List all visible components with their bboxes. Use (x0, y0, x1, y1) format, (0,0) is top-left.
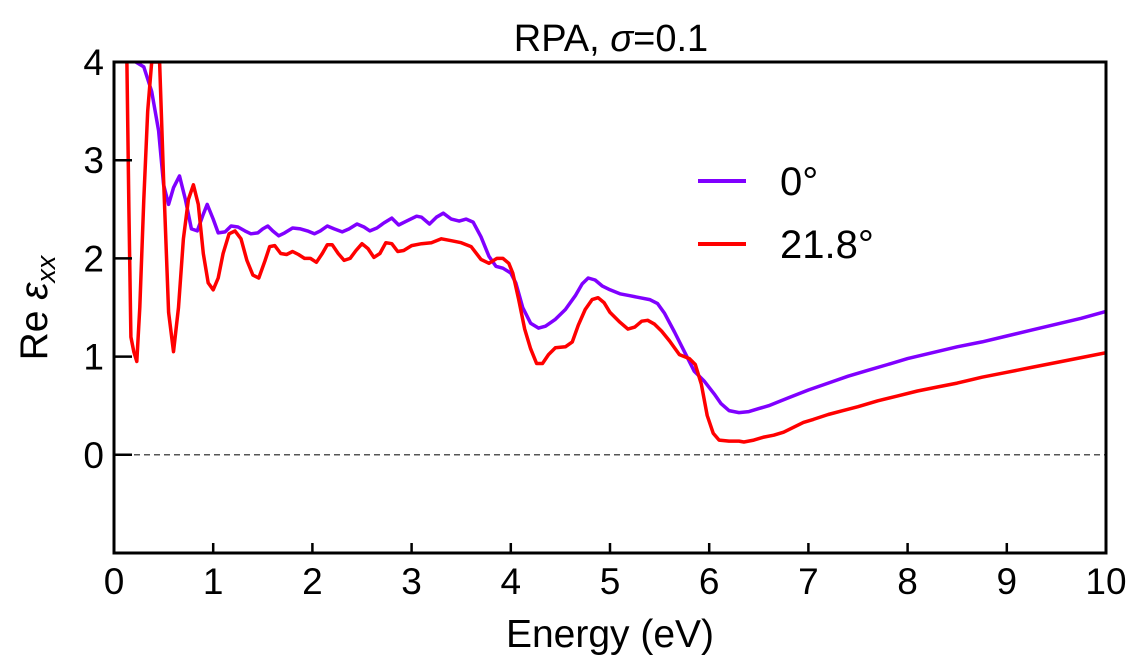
y-tick-label: 4 (83, 42, 104, 83)
x-tick-label: 5 (600, 561, 621, 602)
x-tick-label: 8 (897, 561, 918, 602)
plot-area: 0 1 2 3 4 5 6 7 8 9 10 0 1 2 3 4 (83, 42, 1126, 602)
y-axis-title: Re εxx (13, 254, 61, 360)
y-tick-label: 0 (83, 435, 104, 476)
x-tick-label: 10 (1085, 561, 1126, 602)
legend-label: 21.8° (780, 223, 874, 267)
x-tick-label: 2 (302, 561, 323, 602)
y-tick-label: 1 (83, 337, 104, 378)
x-tick-label: 1 (203, 561, 224, 602)
x-tick-label: 0 (104, 561, 125, 602)
legend-label: 0° (780, 160, 818, 204)
x-tick-label: 9 (997, 561, 1018, 602)
x-tick-label: 4 (501, 561, 522, 602)
chart-title: RPA, σ=0.1 (514, 18, 708, 60)
x-tick-label: 3 (401, 561, 422, 602)
x-tick-label: 7 (798, 561, 819, 602)
series-line-1 (134, 62, 1106, 415)
series-line-2 (125, 62, 1106, 444)
x-tick-label: 6 (699, 561, 720, 602)
y-tick-label: 3 (83, 140, 104, 181)
y-tick-label: 2 (83, 238, 104, 279)
x-axis-title: Energy (eV) (506, 613, 714, 656)
legend: 0° 21.8° (698, 160, 874, 267)
plot-frame (112, 60, 1108, 555)
